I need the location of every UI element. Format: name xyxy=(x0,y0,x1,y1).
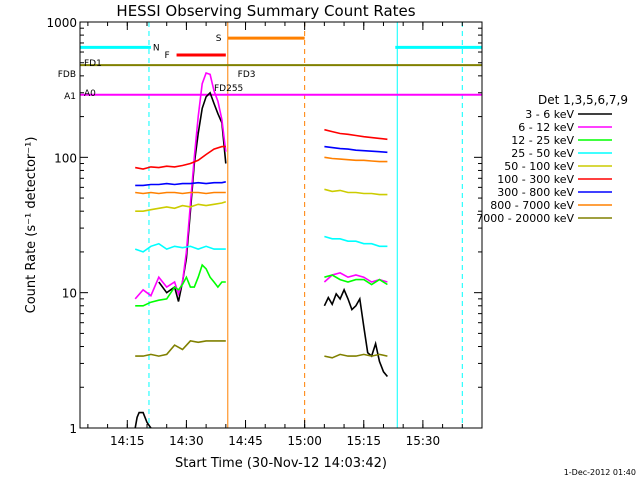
flag-label-fd1: FD1 xyxy=(84,59,102,69)
footer-date: 1-Dec-2012 01:40 xyxy=(564,468,636,477)
series-line-5-0 xyxy=(135,145,226,170)
legend-label-5: 100 - 300 keV xyxy=(497,173,574,186)
legend-title: Det 1,3,5,6,7,9 xyxy=(538,93,628,107)
y-axis-label: Count Rate (s⁻¹ detector⁻¹) xyxy=(24,137,39,314)
x-tick-label-5: 15:30 xyxy=(406,434,441,448)
series-line-4-1 xyxy=(324,188,388,196)
x-tick-label-1: 14:30 xyxy=(169,434,204,448)
flag-annotation-2: FDB xyxy=(58,70,76,80)
plot-area: N S F FD1 A0 FD3 FD255 FDB A1 1 10 100 1000 14:15 14:3… xyxy=(46,16,483,448)
legend-label-3: 25 - 50 keV xyxy=(511,147,574,160)
series-line-4-0 xyxy=(135,200,227,212)
legend-label-6: 300 - 800 keV xyxy=(497,186,574,199)
plot-frame xyxy=(79,21,483,429)
x-tick-label-4: 15:15 xyxy=(346,434,381,448)
legend-label-7: 800 - 7000 keV xyxy=(490,199,574,212)
flag-label-s: S xyxy=(216,34,222,44)
flag-annotation-0: FD3 xyxy=(238,70,256,80)
series-line-1-0 xyxy=(134,71,227,300)
series-line-6-1 xyxy=(324,145,388,154)
x-tick-label-3: 15:00 xyxy=(287,434,322,448)
legend-label-1: 6 - 12 keV xyxy=(518,121,574,134)
flag-label-a0: A0 xyxy=(84,89,96,99)
y-tick-label-0: 1 xyxy=(69,422,77,436)
legend-label-0: 3 - 6 keV xyxy=(525,108,574,121)
x-tick-label-2: 14:45 xyxy=(228,434,263,448)
x-axis-label: Start Time (30-Nov-12 14:03:42) xyxy=(175,456,387,471)
series-line-5-1 xyxy=(324,128,388,141)
legend-label-2: 12 - 25 keV xyxy=(511,134,574,147)
y-tick-label-1: 10 xyxy=(62,287,77,301)
series-line-8-1 xyxy=(324,353,388,359)
plot-content xyxy=(80,22,482,428)
y-tick-label-3: 1000 xyxy=(46,16,77,30)
svg-text:Count Rate (s⁻¹ detector⁻¹): Count Rate (s⁻¹ detector⁻¹) xyxy=(24,137,39,314)
flag-annotation-3: A1 xyxy=(64,92,76,102)
flag-label-n: N xyxy=(153,43,160,53)
flag-annotation-1: FD255 xyxy=(214,84,243,94)
flag-label-f: F xyxy=(165,51,170,61)
series-line-2-0 xyxy=(135,263,226,307)
series-line-7-0 xyxy=(135,191,226,195)
x-tick-label-0: 14:15 xyxy=(110,434,145,448)
legend-label-8: 7000 - 20000 keV xyxy=(476,212,574,225)
series-line-0-1 xyxy=(158,91,227,302)
series-line-3-0 xyxy=(134,242,226,253)
y-tick-label-2: 100 xyxy=(54,151,77,165)
legend-label-4: 50 - 100 keV xyxy=(504,160,574,173)
series-line-3-1 xyxy=(324,235,388,248)
chart-title: HESSI Observing Summary Count Rates xyxy=(116,2,415,20)
series-line-8-0 xyxy=(135,340,226,357)
series-line-6-0 xyxy=(135,181,226,187)
series-line-7-1 xyxy=(324,156,388,163)
series-line-0-0 xyxy=(134,411,152,428)
series-line-2-1 xyxy=(324,274,388,286)
series-line-0-2 xyxy=(323,287,389,378)
